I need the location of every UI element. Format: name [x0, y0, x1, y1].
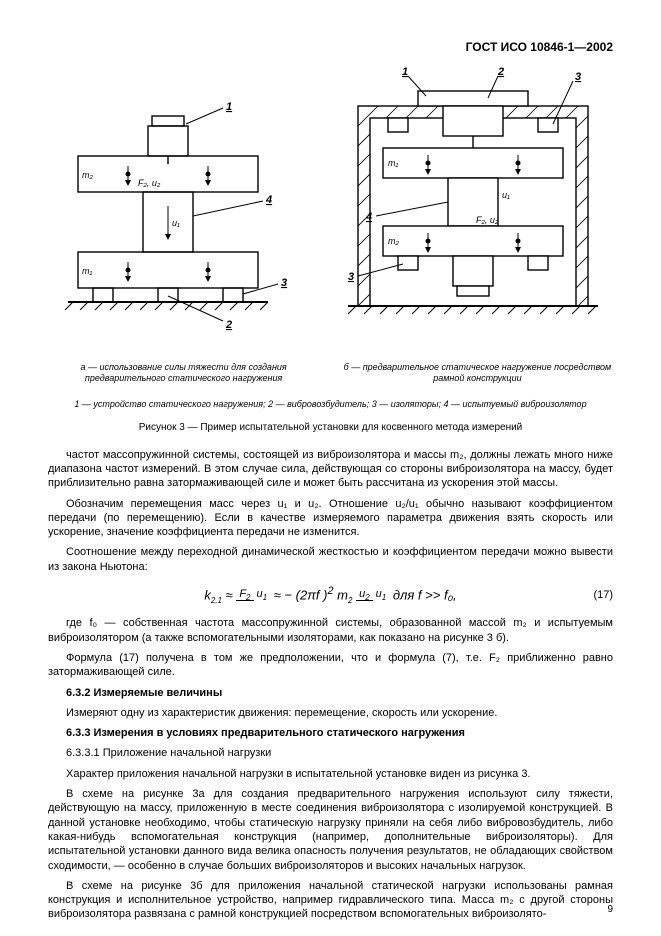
- caption-a: а — использование силы тяжести для созда…: [48, 362, 319, 385]
- paragraph-3: Соотношение между переходной динамическо…: [48, 545, 613, 574]
- paragraph-2: Обозначим перемещения масс через u₁ и u₂…: [48, 497, 613, 540]
- paragraph-5: Измеряют одну из характеристик движения:…: [48, 706, 613, 720]
- svg-text:m₂: m₂: [82, 170, 93, 180]
- paragraph-1: частот массопружинной системы, состоящей…: [48, 448, 613, 491]
- section-6-3-3-1: 6.3.3.1 Приложение начальной нагрузки: [48, 746, 613, 760]
- equation-number: (17): [593, 588, 613, 602]
- figure-title: Рисунок 3 — Пример испытательной установ…: [48, 421, 613, 434]
- page-number: 9: [607, 903, 613, 916]
- figure-sub-captions: а — использование силы тяжести для созда…: [48, 362, 613, 385]
- paragraph-8: В схеме на рисунке 3б для приложения нач…: [48, 879, 613, 922]
- section-6-3-3: 6.3.3 Измерения в условиях предварительн…: [48, 726, 613, 740]
- svg-text:1: 1: [226, 101, 232, 113]
- equation-17: k2,1 ≈ F2u1 ≈ − (2πf )2 m2 u2u1 для f >>…: [48, 584, 613, 606]
- paragraph-4b: Формула (17) получена в том же предполож…: [48, 651, 613, 680]
- svg-text:F₂, u₂: F₂, u₂: [476, 215, 499, 225]
- figure-3: m₂ m₁ F₂, u₂ u₁ 1 4 3 2: [48, 66, 613, 356]
- paragraph-7: В схеме на рисунке 3а для создания предв…: [48, 787, 613, 873]
- svg-text:m₁: m₁: [388, 158, 398, 168]
- formula-tail: для f >> f₀,: [393, 587, 457, 602]
- svg-text:m₂: m₂: [388, 236, 399, 246]
- paragraph-4a: где f₀ — собственная частота массопружин…: [48, 616, 613, 645]
- svg-text:3: 3: [575, 71, 581, 83]
- svg-text:u₁: u₁: [502, 190, 510, 200]
- figure-svg: m₂ m₁ F₂, u₂ u₁ 1 4 3 2: [48, 66, 613, 356]
- svg-text:4: 4: [365, 211, 372, 223]
- svg-text:2: 2: [497, 66, 504, 78]
- svg-text:3: 3: [281, 277, 287, 289]
- svg-text:1: 1: [402, 66, 408, 78]
- figure-legend: 1 — устройство статического нагружения; …: [48, 399, 613, 411]
- svg-text:u₁: u₁: [172, 218, 180, 228]
- svg-text:m₁: m₁: [82, 266, 92, 276]
- svg-text:4: 4: [265, 194, 272, 206]
- svg-text:2: 2: [225, 319, 232, 331]
- section-6-3-2: 6.3.2 Измеряемые величины: [48, 686, 613, 700]
- paragraph-6: Характер приложения начальной нагрузки в…: [48, 767, 613, 781]
- svg-text:3: 3: [348, 271, 354, 283]
- caption-b: б — предварительное статическое нагружен…: [342, 362, 613, 385]
- doc-header: ГОСТ ИСО 10846-1—2002: [48, 40, 613, 56]
- equation-body: k2,1 ≈ F2u1 ≈ − (2πf )2 m2 u2u1 для f >>…: [204, 584, 456, 606]
- svg-text:F₂, u₂: F₂, u₂: [138, 178, 161, 188]
- page: ГОСТ ИСО 10846-1—2002: [0, 0, 661, 936]
